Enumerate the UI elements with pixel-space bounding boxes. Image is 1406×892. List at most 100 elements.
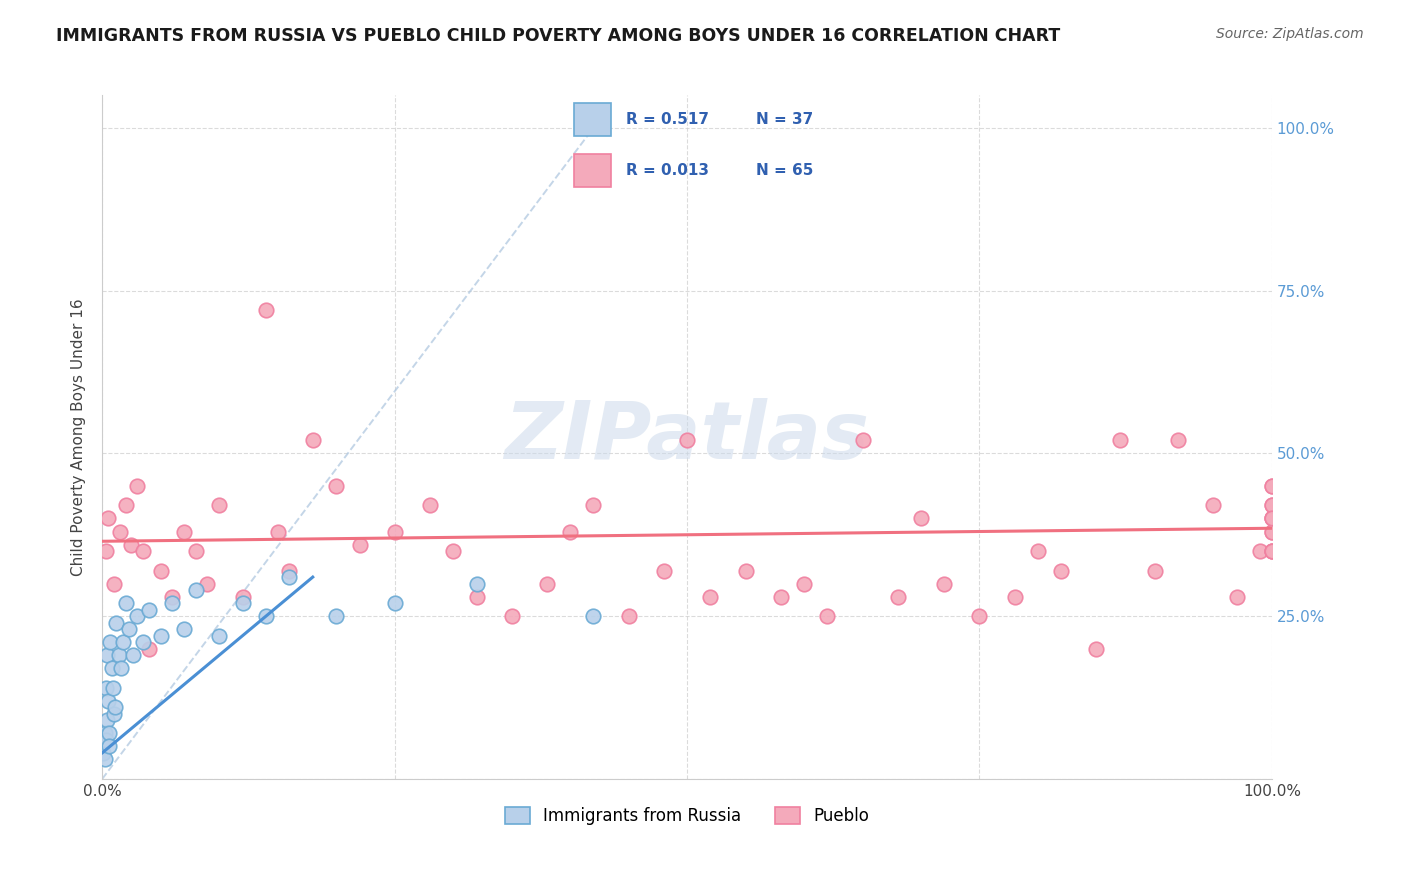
- Point: [254, 609, 277, 624]
- Point: [1226, 590, 1249, 604]
- Point: [132, 635, 155, 649]
- Point: [120, 537, 142, 551]
- Point: [441, 544, 464, 558]
- Point: [558, 524, 581, 539]
- Point: [96, 714, 118, 728]
- Point: [325, 479, 347, 493]
- Point: [96, 732, 118, 747]
- Point: [1261, 479, 1284, 493]
- Point: [582, 609, 605, 624]
- Point: [384, 596, 406, 610]
- Legend: Immigrants from Russia, Pueblo: Immigrants from Russia, Pueblo: [498, 801, 876, 832]
- Point: [1261, 524, 1284, 539]
- FancyBboxPatch shape: [574, 103, 612, 136]
- Point: [232, 590, 254, 604]
- Point: [1261, 499, 1284, 513]
- Text: IMMIGRANTS FROM RUSSIA VS PUEBLO CHILD POVERTY AMONG BOYS UNDER 16 CORRELATION C: IMMIGRANTS FROM RUSSIA VS PUEBLO CHILD P…: [56, 27, 1060, 45]
- Point: [184, 544, 207, 558]
- Point: [910, 511, 932, 525]
- Point: [1202, 499, 1225, 513]
- Point: [419, 499, 441, 513]
- Point: [1261, 499, 1284, 513]
- Point: [769, 590, 792, 604]
- Point: [1261, 524, 1284, 539]
- Point: [98, 739, 121, 754]
- Point: [232, 596, 254, 610]
- Point: [465, 576, 488, 591]
- Point: [101, 681, 124, 695]
- Point: [301, 434, 323, 448]
- Point: [162, 596, 184, 610]
- Point: [118, 622, 141, 636]
- Point: [266, 524, 288, 539]
- Point: [96, 648, 118, 663]
- Point: [617, 609, 640, 624]
- Y-axis label: Child Poverty Among Boys Under 16: Child Poverty Among Boys Under 16: [72, 298, 86, 576]
- Point: [173, 524, 195, 539]
- Point: [699, 590, 721, 604]
- Point: [114, 499, 136, 513]
- Point: [325, 609, 347, 624]
- Point: [1108, 434, 1130, 448]
- Point: [100, 635, 122, 649]
- Point: [652, 564, 675, 578]
- Point: [851, 434, 873, 448]
- Point: [1261, 544, 1284, 558]
- Point: [97, 726, 120, 740]
- Point: [94, 681, 117, 695]
- Point: [121, 648, 143, 663]
- Point: [138, 641, 160, 656]
- Point: [1261, 544, 1284, 558]
- Point: [349, 537, 371, 551]
- Point: [1261, 544, 1284, 558]
- Point: [676, 434, 699, 448]
- Point: [1261, 479, 1284, 493]
- Point: [149, 564, 172, 578]
- Point: [582, 499, 605, 513]
- Point: [1249, 544, 1271, 558]
- Point: [1085, 641, 1108, 656]
- Point: [127, 609, 149, 624]
- Point: [149, 629, 172, 643]
- Point: [100, 661, 122, 675]
- Point: [97, 694, 120, 708]
- Point: [1261, 511, 1284, 525]
- Point: [278, 564, 301, 578]
- Point: [108, 524, 131, 539]
- Text: ZIPatlas: ZIPatlas: [505, 398, 869, 476]
- Point: [132, 544, 155, 558]
- Point: [105, 615, 128, 630]
- Point: [1004, 590, 1026, 604]
- Text: N = 37: N = 37: [755, 112, 813, 127]
- Point: [114, 596, 136, 610]
- Point: [934, 576, 956, 591]
- Point: [93, 746, 115, 760]
- Point: [138, 602, 160, 616]
- Point: [208, 499, 231, 513]
- Point: [734, 564, 756, 578]
- Point: [107, 648, 129, 663]
- FancyBboxPatch shape: [574, 153, 612, 187]
- Point: [184, 583, 207, 598]
- Point: [173, 622, 195, 636]
- Point: [969, 609, 991, 624]
- Point: [94, 544, 117, 558]
- Point: [103, 706, 125, 721]
- Point: [1143, 564, 1166, 578]
- Text: R = 0.013: R = 0.013: [626, 163, 709, 178]
- Point: [112, 635, 135, 649]
- Point: [1026, 544, 1049, 558]
- Point: [104, 700, 127, 714]
- Point: [162, 590, 184, 604]
- Point: [501, 609, 523, 624]
- Point: [93, 726, 115, 740]
- Point: [103, 576, 125, 591]
- Point: [1167, 434, 1189, 448]
- Text: N = 65: N = 65: [755, 163, 813, 178]
- Point: [127, 479, 149, 493]
- Point: [110, 661, 132, 675]
- Point: [536, 576, 558, 591]
- Point: [793, 576, 815, 591]
- Point: [886, 590, 908, 604]
- Text: R = 0.517: R = 0.517: [626, 112, 709, 127]
